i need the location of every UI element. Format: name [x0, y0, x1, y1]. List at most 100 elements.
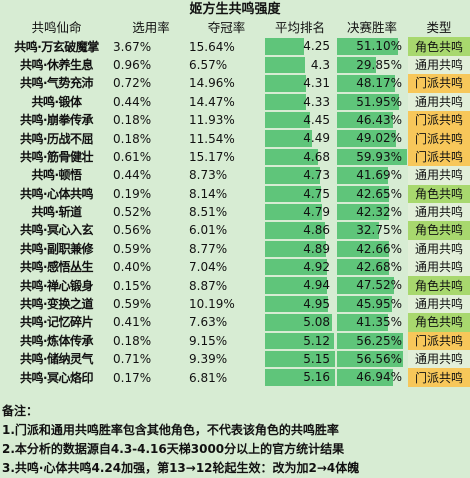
final-win-rate-bar — [337, 314, 388, 331]
avg-rank-cell: 5.12 — [264, 332, 336, 350]
final-win-rate-bar — [337, 295, 392, 313]
win-rate: 6.01% — [189, 223, 228, 238]
final-win-rate-bar — [337, 75, 395, 92]
resonance-name: 共鸣·崩拳传承 — [19, 113, 94, 128]
final-win-rate-label: 49.02% — [356, 131, 402, 146]
avg-rank-bar — [265, 240, 326, 258]
avg-rank-cell: 4.68 — [264, 148, 336, 166]
table-row: 共鸣·斩道 0.52% 8.51% 4.79 42.32% 通用共鸣 — [0, 202, 470, 222]
header-pick-rate: 选用率 — [132, 20, 170, 36]
avg-rank-bar — [265, 259, 327, 276]
win-rate: 7.63% — [189, 315, 228, 330]
avg-rank-label: 5.08 — [303, 315, 330, 330]
avg-rank-label: 4.94 — [303, 278, 330, 293]
final-win-rate-cell: 42.66% — [336, 240, 408, 258]
avg-rank-bar — [265, 332, 334, 350]
final-win-rate-bar — [337, 38, 398, 55]
avg-rank-bar — [265, 75, 306, 92]
final-win-rate-label: 46.94% — [356, 370, 402, 385]
final-win-rate-label: 42.65% — [356, 186, 402, 201]
table-row: 共鸣·心体共鸣 0.19% 8.14% 4.75 42.65% 角色共鸣 — [0, 184, 470, 203]
pick-rate: 0.18% — [113, 333, 152, 348]
final-win-rate-bar — [337, 277, 394, 294]
avg-rank-bar — [265, 314, 332, 331]
win-rate: 11.93% — [189, 113, 235, 128]
final-win-rate-cell: 41.35% — [336, 313, 408, 331]
type-badge: 门派共鸣 — [408, 331, 470, 351]
final-win-rate-cell: 56.56% — [336, 350, 408, 368]
win-rate: 15.17% — [189, 149, 235, 164]
resonance-name: 共鸣·万玄破魔掌 — [14, 39, 99, 54]
type-badge: 门派共鸣 — [408, 368, 470, 387]
table-row: 共鸣·崩拳传承 0.18% 11.93% 4.45 46.43% 门派共鸣 — [0, 110, 470, 130]
final-win-rate-bar — [337, 111, 393, 129]
avg-rank-bar — [265, 351, 335, 368]
win-rate: 8.77% — [189, 241, 228, 256]
table-row: 共鸣·禅心锻身 0.15% 8.87% 4.94 47.52% 角色共鸣 — [0, 276, 470, 295]
type-badge: 门派共鸣 — [408, 110, 470, 130]
pick-rate: 0.17% — [113, 370, 152, 385]
pick-rate: 0.40% — [113, 260, 152, 275]
final-win-rate-bar — [337, 93, 399, 110]
win-rate: 8.51% — [189, 205, 228, 220]
final-win-rate-bar — [337, 259, 389, 276]
table-row: 共鸣·筋骨健壮 0.61% 15.17% 4.68 59.93% 门派共鸣 — [0, 147, 470, 167]
win-rate: 7.04% — [189, 260, 228, 275]
final-win-rate-cell: 46.43% — [336, 111, 408, 129]
avg-rank-bar — [265, 130, 312, 147]
type-badge: 角色共鸣 — [408, 37, 470, 56]
resonance-name: 共鸣·禅心锻身 — [19, 278, 94, 293]
final-win-rate-label: 51.10% — [356, 39, 402, 54]
avg-rank-label: 5.15 — [303, 352, 330, 367]
note-2: 2.本分析的数据源自4.3-4.16天梯3000分以上的官方统计结果 — [2, 442, 345, 456]
avg-rank-label: 4.73 — [303, 168, 330, 183]
type-badge: 通用共鸣 — [408, 92, 470, 111]
table-row: 共鸣·副职兼修 0.59% 8.77% 4.89 42.66% 通用共鸣 — [0, 239, 470, 259]
avg-rank-label: 4.49 — [303, 131, 330, 146]
win-rate: 10.19% — [189, 297, 235, 312]
avg-rank-bar — [265, 167, 320, 184]
header-type: 类型 — [426, 20, 452, 36]
final-win-rate-bar — [337, 369, 393, 386]
resonance-name: 共鸣·斩道 — [31, 205, 82, 220]
avg-rank-label: 4.79 — [303, 204, 330, 219]
pick-rate: 0.44% — [113, 94, 152, 109]
final-win-rate-label: 42.68% — [356, 260, 402, 275]
avg-rank-bar — [265, 222, 325, 239]
final-win-rate-label: 42.32% — [356, 204, 402, 219]
avg-rank-cell: 4.86 — [264, 221, 336, 239]
pick-rate: 3.67% — [113, 39, 152, 54]
final-win-rate-label: 42.66% — [356, 241, 402, 256]
header-win-rate: 夺冠率 — [207, 20, 246, 36]
avg-rank-cell: 4.89 — [264, 240, 336, 258]
chart-title: 姬方生共鸣强度 — [189, 2, 281, 17]
header-name: 共鸣仙命 — [31, 20, 82, 36]
table-body: 共鸣·万玄破魔掌 3.67% 15.64% 4.25 51.10% 角色共鸣 共鸣·休养生息… — [0, 37, 470, 387]
avg-rank-bar — [265, 369, 335, 386]
resonance-name: 共鸣·记忆碎片 — [19, 315, 94, 330]
final-win-rate-cell: 45.95% — [336, 295, 408, 313]
pick-rate: 0.72% — [113, 76, 152, 91]
final-win-rate-bar — [337, 203, 389, 221]
table-row: 共鸣·历战不屈 0.18% 11.54% 4.49 49.02% 门派共鸣 — [0, 129, 470, 148]
avg-rank-cell: 5.15 — [264, 350, 336, 368]
final-win-rate-cell: 59.93% — [336, 148, 408, 166]
resonance-name: 共鸣·变换之道 — [19, 297, 94, 312]
table-row: 共鸣·万玄破魔掌 3.67% 15.64% 4.25 51.10% 角色共鸣 — [0, 37, 470, 56]
avg-rank-label: 5.12 — [303, 333, 330, 348]
table-row: 共鸣·记忆碎片 0.41% 7.63% 5.08 41.35% 角色共鸣 — [0, 313, 470, 332]
pick-rate: 0.15% — [113, 278, 152, 293]
final-win-rate-cell: 51.10% — [336, 37, 408, 55]
final-win-rate-bar — [337, 56, 376, 74]
avg-rank-cell: 5.16 — [264, 368, 336, 386]
type-badge: 通用共鸣 — [408, 350, 470, 369]
win-rate: 14.96% — [189, 76, 235, 91]
final-win-rate-bar — [337, 167, 388, 184]
resonance-name: 共鸣·心体共鸣 — [19, 186, 94, 201]
final-win-rate-cell: 42.32% — [336, 203, 408, 221]
table-row: 共鸣·感悟丛生 0.40% 7.04% 4.92 42.68% 通用共鸣 — [0, 258, 470, 277]
type-badge: 角色共鸣 — [408, 184, 470, 203]
resonance-name: 共鸣·感悟丛生 — [19, 260, 94, 275]
final-win-rate-bar — [337, 240, 389, 258]
avg-rank-bar — [265, 38, 304, 55]
